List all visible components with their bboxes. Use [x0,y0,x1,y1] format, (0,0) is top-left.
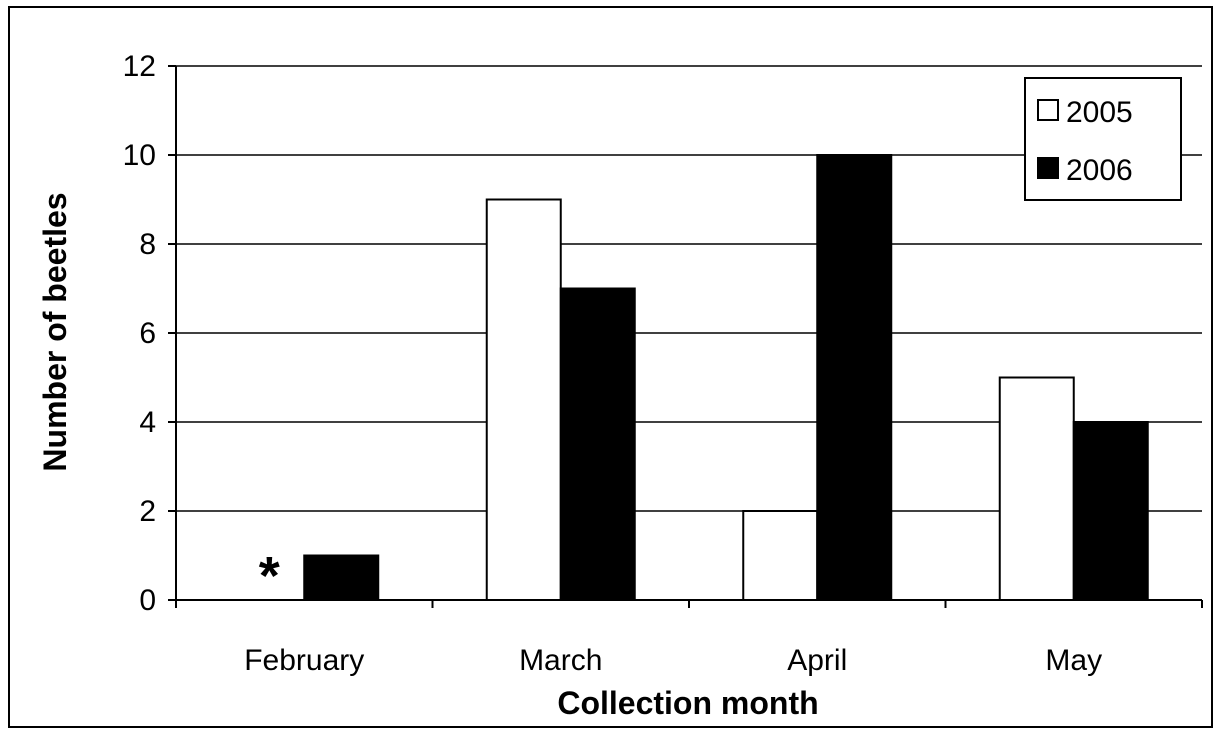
bar-2005-march [485,198,562,601]
axes [168,65,1203,608]
y-tick-labels: 0 2 4 6 8 10 12 [123,50,156,617]
y-tick-label: 8 [139,228,156,261]
y-tick-label: 2 [139,495,156,528]
x-tick-label-may: May [1045,644,1102,677]
y-tick-label: 0 [139,584,156,617]
bar-2006-may [1072,421,1149,601]
y-tick-label: 6 [139,317,156,350]
x-tick-label-march: March [519,644,602,677]
legend: 2005 2006 [1024,77,1182,201]
bar-2005-april [742,510,819,601]
legend-swatch-2005 [1037,99,1059,121]
legend-swatch-2006 [1037,157,1059,179]
x-axis-title: Collection month [557,685,818,721]
legend-label-2005: 2005 [1066,96,1133,129]
x-tick-label-april: April [787,644,847,677]
y-tick-label: 4 [139,406,156,439]
bar-2006-march [559,287,636,601]
legend-label-2006: 2006 [1066,154,1133,187]
y-axis-title: Number of beetles [37,192,73,471]
bar-2006-april [816,154,893,601]
y-tick-label: 10 [123,139,156,172]
x-tick-label-february: February [244,644,364,677]
y-tick-label: 12 [123,50,156,83]
bar-2005-may [998,376,1075,601]
annotations: * [259,546,280,606]
bar-2006-february [303,554,380,601]
x-tick-labels: February March April May [244,644,1102,677]
annotation-asterisk: * [259,546,280,606]
bars [303,154,1149,601]
legend-box [1024,77,1182,201]
